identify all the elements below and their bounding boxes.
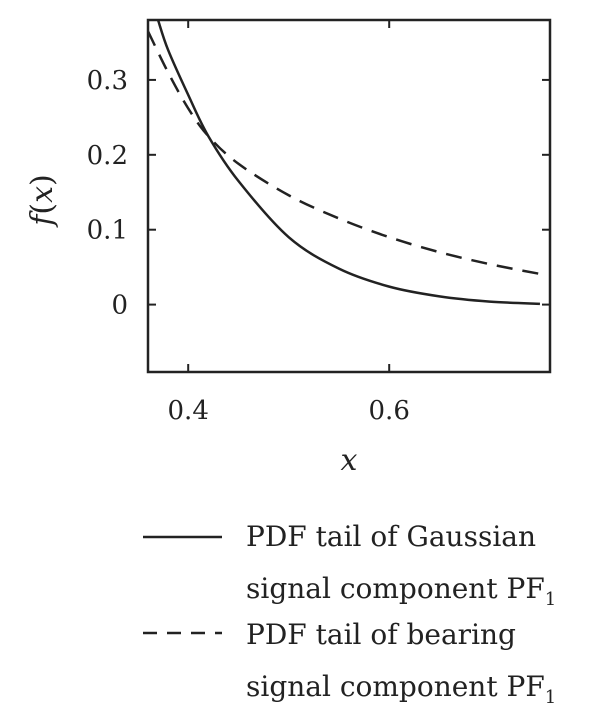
- y-axis-label: f(x): [25, 174, 60, 227]
- x-axis-ticks: 0.4 0.6: [168, 20, 410, 426]
- y-tick-label: 0: [111, 291, 128, 321]
- legend-label-bearing-sub: 1: [545, 687, 556, 708]
- y-axis-label-open: (: [25, 203, 60, 215]
- y-axis-label-close: ): [25, 174, 60, 186]
- series-layer: [148, 20, 541, 306]
- legend-item-bearing: PDF tail of bearing signal component PF1: [143, 618, 556, 708]
- series-line-gaussian: [156, 20, 541, 306]
- y-tick-label: 0.1: [87, 216, 128, 246]
- y-tick-label: 0.3: [87, 66, 128, 96]
- legend: PDF tail of Gaussian signal component PF…: [143, 520, 556, 708]
- legend-label-bearing-line2-text: signal component PF: [246, 670, 545, 703]
- series-line-bearing: [148, 30, 541, 276]
- x-tick-label: 0.4: [168, 396, 209, 426]
- y-axis-ticks: 0 0.1 0.2 0.3: [87, 66, 550, 321]
- legend-label-gaussian-line2: signal component PF1: [246, 572, 556, 610]
- legend-item-gaussian: PDF tail of Gaussian signal component PF…: [143, 520, 556, 610]
- x-axis-label: x: [341, 443, 358, 478]
- legend-label-bearing-line1: PDF tail of bearing: [246, 618, 516, 651]
- y-tick-label: 0.2: [87, 141, 128, 171]
- legend-label-gaussian-line1: PDF tail of Gaussian: [246, 520, 536, 553]
- x-tick-label: 0.6: [369, 396, 410, 426]
- plot-frame: [146, 18, 552, 374]
- legend-label-gaussian-sub: 1: [545, 589, 556, 610]
- y-axis-label-var: x: [25, 186, 60, 203]
- legend-label-bearing-line2: signal component PF1: [246, 670, 556, 708]
- legend-label-gaussian-line2-text: signal component PF: [246, 572, 545, 605]
